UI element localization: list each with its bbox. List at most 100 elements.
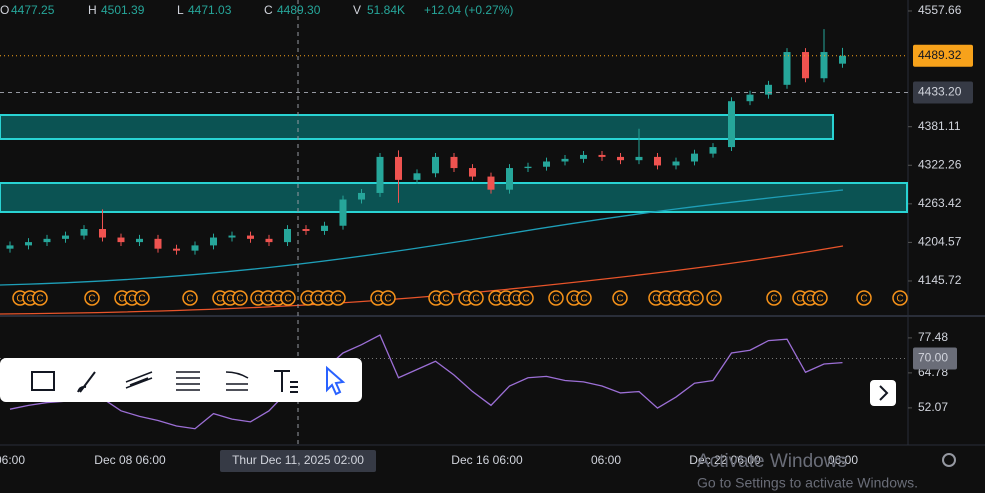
event-icon-label: C bbox=[860, 294, 867, 305]
event-icon-label: C bbox=[710, 294, 717, 305]
settings-icon[interactable] bbox=[942, 453, 956, 467]
event-icon-label: C bbox=[512, 294, 519, 305]
watermark-subtitle: Go to Settings to activate Windows. bbox=[697, 475, 918, 491]
event-icon-label: C bbox=[806, 294, 813, 305]
candle-body bbox=[635, 156, 643, 161]
event-icon-label: C bbox=[304, 294, 311, 305]
crosshair-price-box bbox=[913, 81, 973, 104]
event-icon bbox=[232, 290, 248, 306]
candle-body bbox=[25, 242, 32, 246]
candle-body bbox=[247, 235, 254, 239]
watermark-title: Activate Windows bbox=[697, 451, 847, 472]
time-label: Dec 08 06:00 bbox=[94, 453, 166, 467]
event-icon-label: C bbox=[502, 294, 509, 305]
candle-body bbox=[80, 229, 88, 236]
event-icon-label: C bbox=[896, 294, 903, 305]
drawing-toolbar bbox=[0, 358, 362, 402]
candle-body bbox=[561, 158, 569, 162]
brush-tool[interactable] bbox=[77, 371, 96, 393]
event-icon bbox=[518, 290, 534, 306]
candle-body bbox=[339, 199, 347, 226]
event-icon-label: C bbox=[314, 294, 321, 305]
candle-body bbox=[413, 173, 421, 180]
channel-tool[interactable] bbox=[125, 371, 153, 389]
event-icon-label: C bbox=[16, 294, 23, 305]
event-icon-label: C bbox=[432, 294, 439, 305]
candle-body bbox=[728, 101, 735, 148]
event-icon-label: C bbox=[442, 294, 449, 305]
candle-body bbox=[506, 168, 513, 190]
event-icon bbox=[468, 290, 484, 306]
fib-tool[interactable] bbox=[176, 371, 200, 391]
candle-body bbox=[765, 84, 772, 95]
header-c-label: C bbox=[264, 3, 273, 17]
event-icon-label: C bbox=[226, 294, 233, 305]
candle-body bbox=[469, 168, 476, 177]
candle-body bbox=[580, 154, 587, 159]
rectangle-tool[interactable] bbox=[31, 371, 55, 391]
event-icon-label: C bbox=[552, 294, 559, 305]
event-icon bbox=[32, 290, 48, 306]
event-icon-label: C bbox=[254, 294, 261, 305]
candle-body bbox=[284, 229, 291, 243]
candle-body bbox=[802, 52, 809, 79]
zone-rectangle[interactable] bbox=[0, 114, 834, 140]
event-icon bbox=[688, 290, 704, 306]
pitchfork-tool[interactable] bbox=[225, 371, 249, 391]
header-h: 4501.39 bbox=[101, 3, 145, 17]
zone-rectangle[interactable] bbox=[0, 182, 908, 213]
price-tick-label: 4381.11 bbox=[918, 119, 961, 133]
event-icon bbox=[706, 290, 722, 306]
event-icon-label: C bbox=[472, 294, 479, 305]
text-tool[interactable] bbox=[274, 370, 298, 393]
event-icon bbox=[548, 290, 564, 306]
header-volume: 51.84K bbox=[367, 3, 405, 17]
event-icon-label: C bbox=[522, 294, 529, 305]
candle-body bbox=[820, 52, 828, 79]
candle-body bbox=[136, 238, 143, 243]
event-icon-label: C bbox=[384, 294, 391, 305]
candle-body bbox=[783, 52, 791, 85]
crosshair-price-label: 4433.20 bbox=[918, 85, 962, 99]
event-icon-label: C bbox=[88, 294, 95, 305]
candle-body bbox=[191, 245, 199, 251]
event-icon-label: C bbox=[580, 294, 587, 305]
event-icon bbox=[380, 290, 396, 306]
candle-body bbox=[691, 153, 698, 162]
event-icon-label: C bbox=[36, 294, 43, 305]
price-tick-label: 4263.42 bbox=[918, 196, 962, 210]
event-icon-label: C bbox=[264, 294, 271, 305]
candle-body bbox=[302, 229, 310, 231]
event-icon-label: C bbox=[274, 294, 281, 305]
header-l: 4471.03 bbox=[188, 3, 232, 17]
crosshair-time-box bbox=[220, 450, 376, 472]
oscillator-line bbox=[9, 334, 843, 430]
event-icon bbox=[330, 290, 346, 306]
event-icon bbox=[438, 290, 454, 306]
event-icon-label: C bbox=[284, 294, 291, 305]
header-o-label: O bbox=[0, 3, 9, 17]
candle-body bbox=[524, 166, 532, 169]
candle-body bbox=[598, 154, 606, 157]
candle-body bbox=[432, 156, 439, 174]
event-icon-label: C bbox=[570, 294, 577, 305]
candle-body bbox=[43, 238, 51, 243]
candle-body bbox=[487, 176, 495, 190]
event-icon-label: C bbox=[236, 294, 243, 305]
moving-average bbox=[0, 189, 844, 286]
event-icon bbox=[134, 290, 150, 306]
osc-tick-label: 52.07 bbox=[918, 400, 948, 414]
header-l-label: L bbox=[177, 3, 184, 17]
candle-body bbox=[265, 238, 273, 243]
event-icon-label: C bbox=[682, 294, 689, 305]
osc-level-label: 70.00 bbox=[918, 351, 948, 365]
event-icon-label: C bbox=[26, 294, 33, 305]
osc-level-box bbox=[913, 347, 957, 370]
last-price-box bbox=[913, 44, 973, 67]
cursor-tool[interactable] bbox=[326, 365, 346, 396]
event-icon-label: C bbox=[796, 294, 803, 305]
event-icon-label: C bbox=[118, 294, 125, 305]
scroll-button[interactable] bbox=[870, 380, 896, 406]
